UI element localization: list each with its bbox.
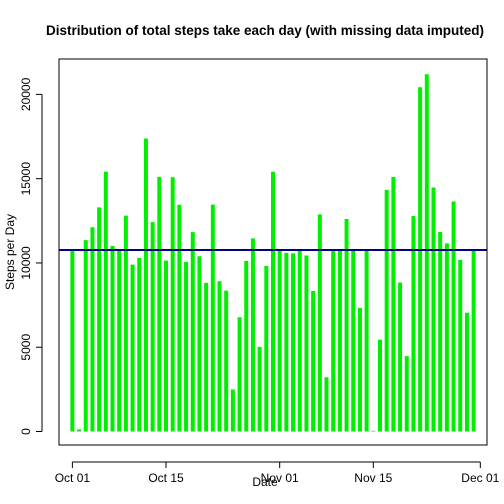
x-axis-label: Date: [252, 475, 278, 489]
x-tick-label: Nov 15: [354, 471, 392, 485]
y-tick-label: 5000: [19, 334, 33, 361]
x-tick-label: Oct 15: [148, 471, 184, 485]
x-tick-label: Nov 01: [261, 471, 299, 485]
y-tick-label: 15000: [19, 162, 33, 196]
x-tick-label: Oct 01: [55, 471, 91, 485]
y-axis: 0 5000 10000 15000 20000: [19, 77, 43, 435]
x-axis: Oct 01 Oct 15 Nov 01 Nov 15 Dec 01: [55, 461, 500, 485]
plot-area-frame: [58, 58, 488, 446]
y-tick-label: 0: [19, 428, 33, 435]
y-tick-label: 20000: [19, 77, 33, 111]
y-axis-label: Steps per Day: [3, 214, 17, 290]
x-tick-label: Dec 01: [461, 471, 499, 485]
y-tick-label: 10000: [19, 246, 33, 280]
bar-series: [70, 74, 476, 432]
chart-title: Distribution of total steps take each da…: [46, 23, 484, 38]
